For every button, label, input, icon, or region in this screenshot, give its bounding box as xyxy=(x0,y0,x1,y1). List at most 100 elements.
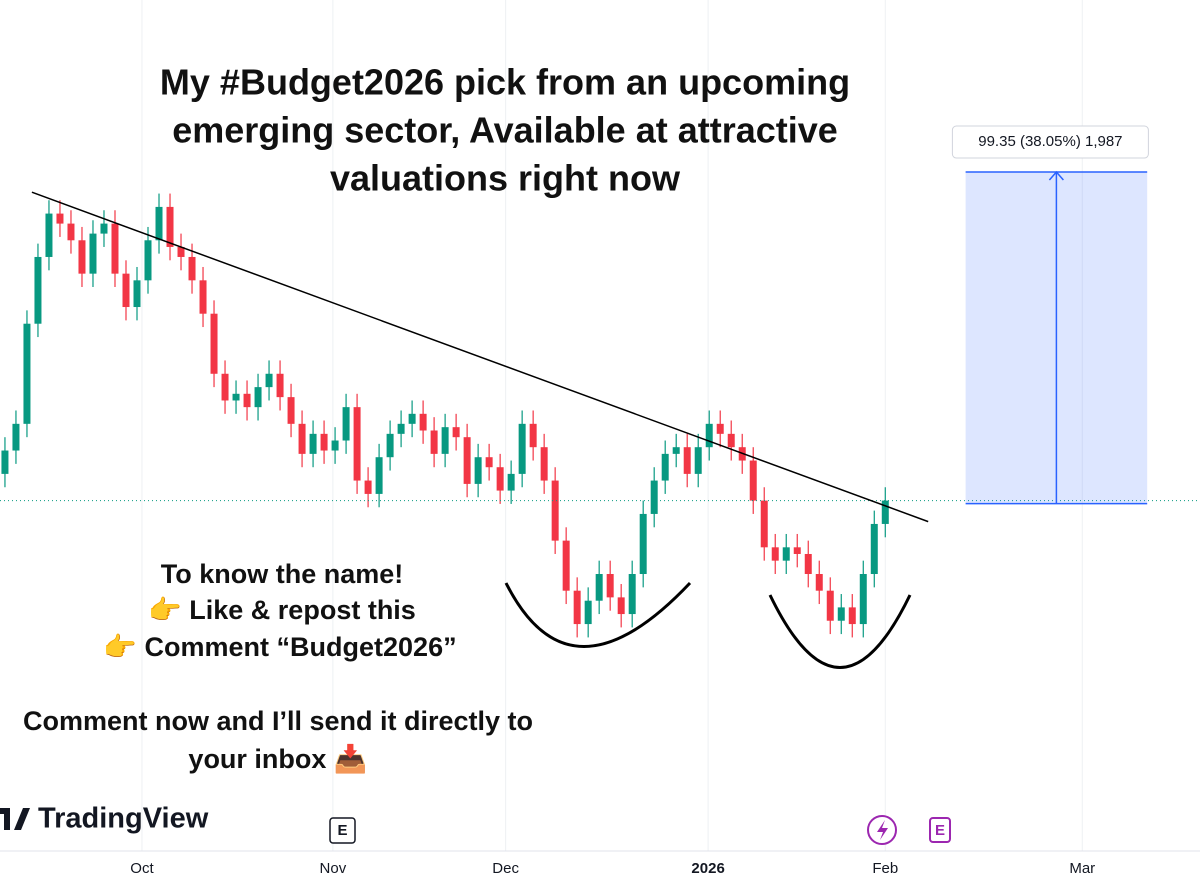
measure-tool: 99.35 (38.05%) 1,987 xyxy=(951,125,1149,505)
candle-body xyxy=(1,450,9,474)
candle-body xyxy=(419,413,427,431)
candle-body xyxy=(562,540,570,591)
candle-body xyxy=(485,457,493,468)
footer-line: your inbox 📥 xyxy=(188,743,367,774)
candle-body xyxy=(386,433,394,458)
candle-body xyxy=(507,473,515,491)
candle-body xyxy=(606,574,614,598)
candle-body xyxy=(232,393,240,401)
candle-body xyxy=(463,437,471,484)
callout-line: To know the name! xyxy=(161,559,404,589)
candle-body xyxy=(760,500,768,548)
candle-body xyxy=(474,457,482,484)
candle-body xyxy=(243,393,251,408)
x-tick-label: Oct xyxy=(130,860,154,877)
candle-body xyxy=(430,430,438,454)
badge[interactable]: E xyxy=(337,822,347,839)
candle-body xyxy=(573,590,581,625)
candle-body xyxy=(639,513,647,575)
title-line: My #Budget2026 pick from an upcoming xyxy=(160,62,850,103)
candle-body xyxy=(595,574,603,601)
candle-body xyxy=(683,447,691,474)
candle-body xyxy=(364,480,372,494)
footer-line: Comment now and I’ll send it directly to xyxy=(23,706,533,736)
candle-body xyxy=(23,323,31,424)
callout-line: 👉 Like & repost this xyxy=(148,595,416,625)
brand-logo xyxy=(0,808,30,830)
candle-body xyxy=(848,607,856,625)
badge[interactable]: E xyxy=(935,822,945,839)
candle-body xyxy=(331,440,339,451)
candle-body xyxy=(177,246,185,257)
brand-name: TradingView xyxy=(38,803,209,835)
cup-shape xyxy=(504,581,692,648)
candle-body xyxy=(661,453,669,481)
candle-body xyxy=(441,427,449,454)
candle-body xyxy=(804,553,812,575)
candle-body xyxy=(221,373,229,401)
candle-body xyxy=(166,206,174,247)
x-tick-label: Feb xyxy=(872,860,898,877)
candle-body xyxy=(397,423,405,434)
candle-body xyxy=(34,256,42,324)
candle-body xyxy=(210,313,218,374)
candle-body xyxy=(78,240,86,274)
candle-body xyxy=(826,590,834,621)
candle-body xyxy=(496,467,504,491)
candle-body xyxy=(67,223,75,241)
candle-body xyxy=(705,423,713,448)
candle-body xyxy=(859,574,867,625)
lightning-glyph xyxy=(877,820,888,840)
candle-body xyxy=(45,213,53,257)
badge-box[interactable] xyxy=(329,817,356,844)
candle-body xyxy=(375,457,383,494)
title-line: valuations right now xyxy=(330,158,681,199)
candle-body xyxy=(100,223,108,234)
candle-body xyxy=(551,480,559,541)
candle-body xyxy=(320,433,328,451)
candle-body xyxy=(452,427,460,438)
x-tick-label: Nov xyxy=(320,860,347,877)
candle-body xyxy=(727,433,735,448)
candle-body xyxy=(254,387,262,408)
candle-body xyxy=(276,373,284,398)
candle-body xyxy=(122,273,130,308)
candle-body xyxy=(650,480,658,514)
candle-body xyxy=(881,500,889,524)
candle-body xyxy=(309,433,317,454)
candle-body xyxy=(518,423,526,474)
candle-body xyxy=(815,574,823,591)
measure-arrowhead xyxy=(1048,170,1064,181)
title-line: emerging sector, Available at attractive xyxy=(172,110,838,151)
candle-body xyxy=(628,574,636,615)
candle-body xyxy=(265,373,273,388)
candle-body xyxy=(694,447,702,474)
trendline xyxy=(31,191,929,523)
candle-body xyxy=(133,280,141,308)
badge-box[interactable] xyxy=(929,817,951,843)
candle-body xyxy=(529,423,537,448)
candle-body xyxy=(408,413,416,424)
candle-body xyxy=(298,423,306,454)
x-tick-label: Dec xyxy=(492,860,519,877)
candle-body xyxy=(56,213,64,224)
measure-label: 99.35 (38.05%) 1,987 xyxy=(978,133,1122,150)
candle-body xyxy=(342,407,350,441)
candle-body xyxy=(111,223,119,274)
candle-body xyxy=(793,547,801,554)
candle-body xyxy=(144,240,152,281)
candle-body xyxy=(188,256,196,281)
candle-body xyxy=(782,547,790,561)
candle-body xyxy=(617,597,625,615)
candle-body xyxy=(540,447,548,481)
candle-body xyxy=(771,547,779,561)
candle-body xyxy=(584,600,592,625)
candle-body xyxy=(155,206,163,241)
candle-body xyxy=(716,423,724,434)
callout-line: 👉 Comment “Budget2026” xyxy=(103,632,456,662)
plot xyxy=(0,191,1200,638)
candle-body xyxy=(89,233,97,274)
candle-body xyxy=(837,607,845,621)
